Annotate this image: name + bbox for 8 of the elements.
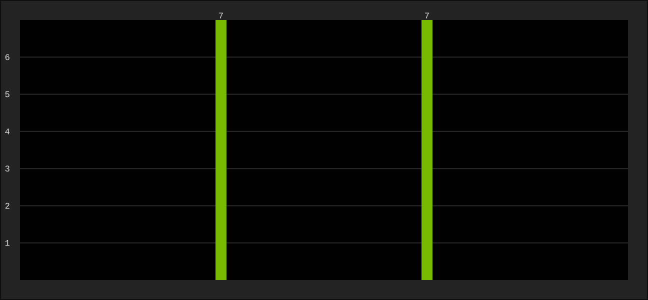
- y-tick-label: 6: [5, 54, 10, 60]
- data-label: 7: [219, 12, 223, 18]
- y-tick-label: 3: [5, 166, 10, 172]
- data-label: 7: [425, 12, 429, 18]
- y-tick-label: 1: [5, 240, 10, 246]
- y-tick-label: 5: [5, 91, 10, 98]
- y-tick-label: 2: [5, 202, 10, 209]
- y-tick-label: 4: [5, 128, 10, 134]
